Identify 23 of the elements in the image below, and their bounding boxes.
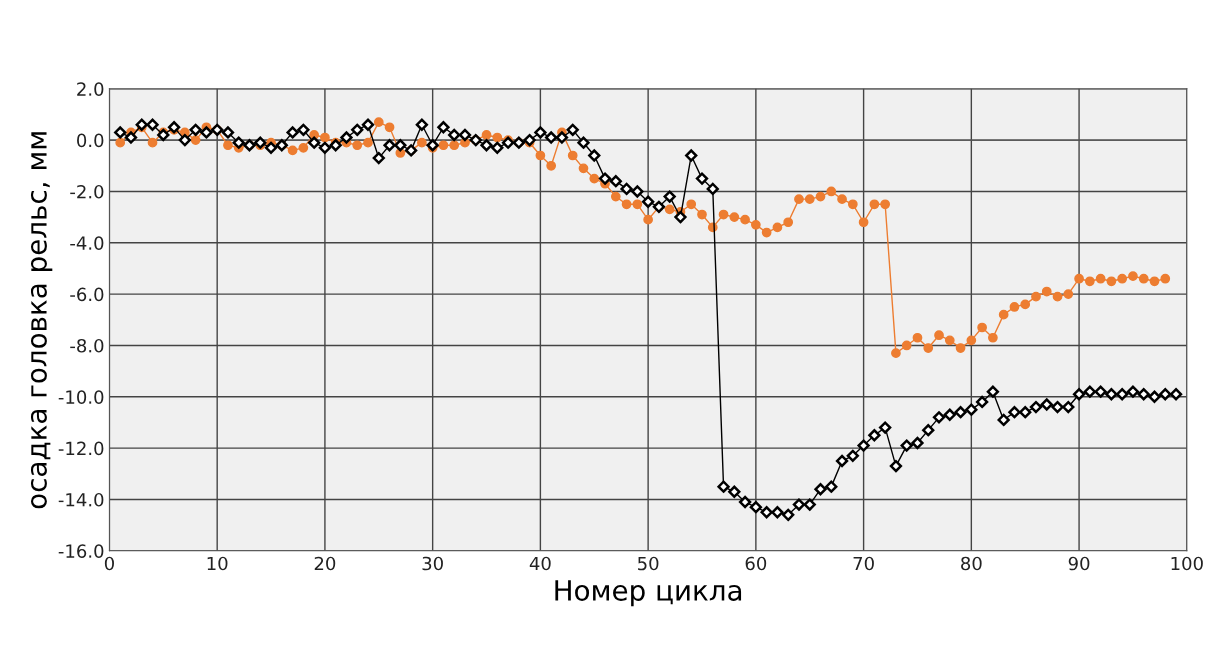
x-tick-label: 90 <box>1068 556 1090 571</box>
x-tick-label: 50 <box>638 556 659 571</box>
y-tick-label: -14.0 <box>58 492 104 507</box>
x-tick-label: 0 <box>104 556 114 571</box>
x-tick-label: 40 <box>529 556 551 571</box>
y-tick-label: -6.0 <box>70 287 104 302</box>
y-tick-label: -8.0 <box>70 338 104 353</box>
x-tick-label: 70 <box>853 556 874 571</box>
x-tick-label: 60 <box>745 556 767 571</box>
x-tick-label: 10 <box>207 556 228 571</box>
y-tick-label: -4.0 <box>70 236 104 250</box>
y-tick-label: -2.0 <box>70 184 104 199</box>
y-tick-label: -16.0 <box>58 544 104 558</box>
x-tick-label: 100 <box>1171 556 1203 571</box>
x-axis-title: Номер цикла <box>555 580 742 607</box>
x-tick-label: 80 <box>961 556 982 571</box>
x-tick-label: 30 <box>422 556 443 571</box>
y-tick-label: -12.0 <box>58 441 104 456</box>
y-tick-label: 2.0 <box>77 82 104 96</box>
x-tick-label: 20 <box>314 556 336 571</box>
y-tick-label: -10.0 <box>58 390 104 404</box>
y-tick-label: 0.0 <box>77 133 104 148</box>
y-axis-title: осадка головка рельс, мм <box>30 132 53 509</box>
